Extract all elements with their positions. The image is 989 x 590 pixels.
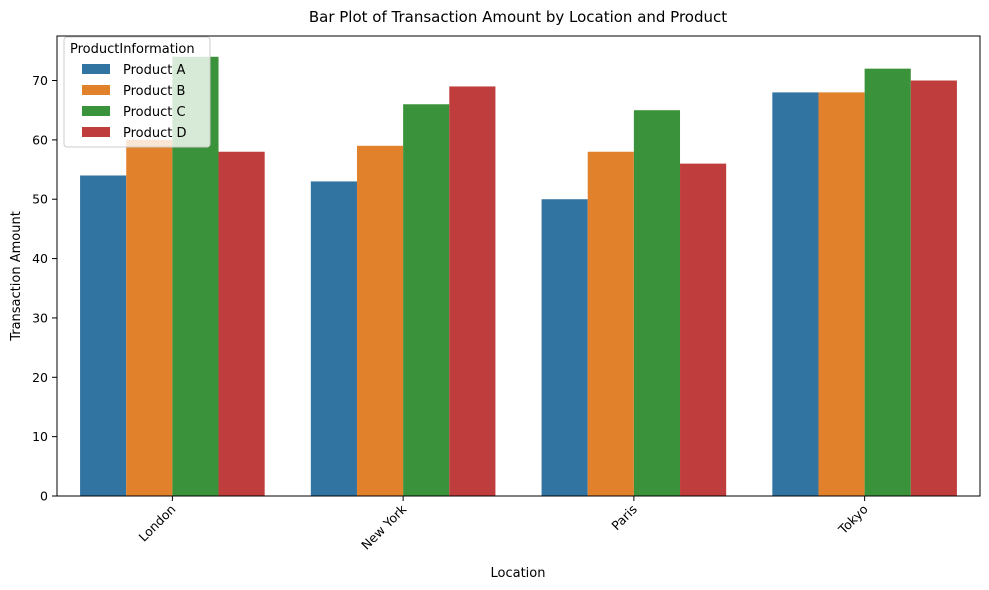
bars-group bbox=[80, 56, 957, 497]
legend-title: ProductInformation bbox=[70, 42, 195, 57]
bar-product-c-tokyo bbox=[864, 68, 911, 496]
bar-product-a-london bbox=[80, 175, 127, 496]
bar-product-a-tokyo bbox=[772, 92, 819, 497]
y-tick-label: 60 bbox=[32, 132, 48, 147]
bar-product-d-paris bbox=[680, 163, 727, 496]
legend-swatch bbox=[82, 85, 110, 95]
chart-title: Bar Plot of Transaction Amount by Locati… bbox=[309, 8, 727, 26]
bar-product-a-new-york bbox=[310, 181, 357, 496]
legend-entry-label: Product B bbox=[123, 84, 185, 99]
bar-product-c-new-york bbox=[403, 104, 450, 497]
y-tick-label: 40 bbox=[32, 251, 48, 266]
y-tick-label: 50 bbox=[32, 192, 48, 207]
bar-product-b-paris bbox=[587, 151, 634, 496]
bar-product-a-paris bbox=[541, 199, 588, 496]
legend-swatch bbox=[82, 106, 110, 116]
legend-swatch bbox=[82, 127, 110, 137]
legend-entry-label: Product D bbox=[123, 126, 187, 141]
x-tick-label: Tokyo bbox=[835, 502, 871, 538]
bar-product-d-london bbox=[218, 151, 265, 496]
bar-product-b-london bbox=[126, 139, 173, 496]
x-tick-label: London bbox=[135, 502, 178, 545]
bar-product-d-new-york bbox=[449, 86, 496, 497]
x-tick-label: New York bbox=[358, 501, 410, 553]
y-tick-label: 10 bbox=[32, 429, 48, 444]
legend: ProductInformation Product A Product B Prod… bbox=[63, 36, 211, 148]
y-tick-label: 70 bbox=[32, 73, 48, 88]
x-axis: London New York Paris Tokyo bbox=[135, 496, 871, 553]
y-axis: 0 10 20 30 40 50 60 70 bbox=[32, 73, 57, 504]
bar-product-b-new-york bbox=[356, 145, 404, 496]
x-axis-label: Location bbox=[491, 566, 546, 581]
plot-frame bbox=[56, 35, 981, 497]
bar-product-d-tokyo bbox=[910, 80, 957, 497]
legend-entry-label: Product C bbox=[123, 105, 186, 120]
bar-product-b-tokyo bbox=[818, 92, 865, 497]
y-axis-label: Transaction Amount bbox=[9, 211, 24, 342]
legend-swatch bbox=[82, 64, 110, 74]
y-tick-label: 20 bbox=[32, 370, 48, 385]
legend-entry-label: Product A bbox=[123, 63, 185, 78]
y-tick-label: 30 bbox=[32, 310, 48, 325]
bar-product-c-paris bbox=[633, 110, 681, 497]
y-tick-label: 0 bbox=[40, 489, 48, 504]
x-tick-label: Paris bbox=[608, 502, 640, 534]
